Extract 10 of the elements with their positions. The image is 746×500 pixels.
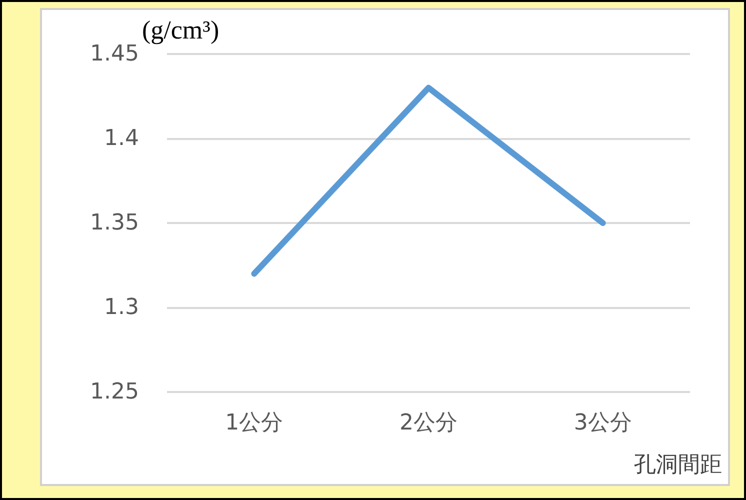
y-axis-title: (g/cm³) — [142, 16, 220, 45]
y-tick-label: 1.45 — [90, 42, 139, 66]
x-tick-label: 3公分 — [574, 410, 632, 436]
y-tick-label: 1.25 — [90, 380, 139, 404]
y-tick-label: 1.4 — [104, 126, 139, 151]
x-tick-label: 2公分 — [400, 410, 458, 436]
y-tick-label: 1.35 — [90, 210, 139, 236]
x-axis-title: 孔洞間距 — [634, 452, 722, 478]
x-tick-label: 1公分 — [225, 410, 284, 436]
y-tick-label: 1.3 — [104, 295, 139, 320]
